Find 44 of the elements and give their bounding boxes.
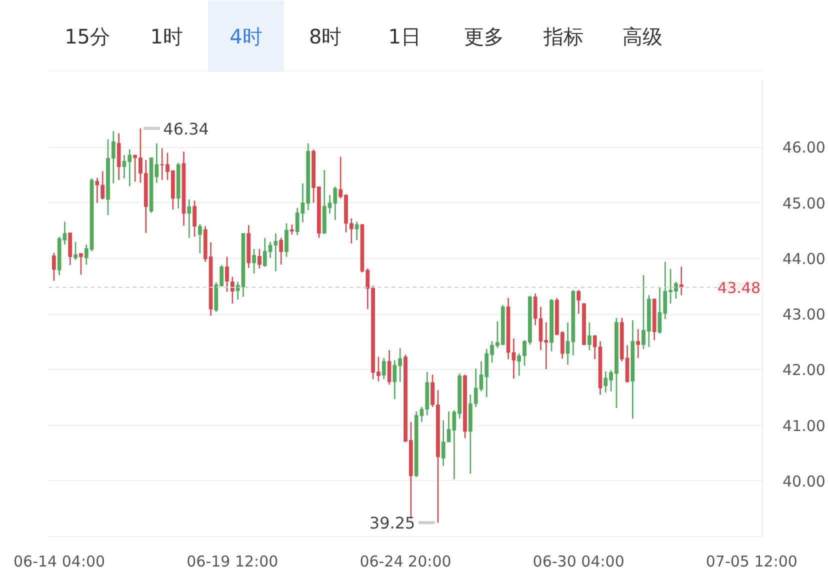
- ref-line-label: 43.48: [718, 278, 761, 297]
- y-tick-label: 42.00: [782, 361, 826, 380]
- candlestick: [252, 248, 256, 274]
- candlestick: [576, 290, 581, 314]
- candlestick: [587, 322, 592, 351]
- candlestick: [225, 256, 229, 292]
- candlestick: [230, 276, 234, 304]
- x-tick-label: 06-14 04:00: [14, 552, 106, 570]
- candlestick: [74, 241, 78, 261]
- text: 1日: [388, 24, 422, 48]
- candlestick: [382, 357, 386, 380]
- candlestick: [79, 252, 83, 276]
- text: 指标: [542, 24, 584, 48]
- x-tick-label: 07-05 12:00: [706, 552, 798, 570]
- candlestick: [290, 224, 294, 236]
- candlestick: [387, 350, 392, 386]
- candlestick: [116, 132, 121, 181]
- candlestick: [52, 252, 56, 282]
- text: 高级: [622, 24, 663, 48]
- y-tick-label: 45.00: [782, 194, 826, 212]
- x-tick-label: 06-19 12:00: [186, 552, 278, 570]
- text: 8时: [308, 24, 342, 48]
- candlestick: [192, 200, 196, 238]
- candlestick: [284, 222, 288, 258]
- y-tick-label: 43.00: [782, 306, 826, 324]
- text: 更多: [464, 24, 504, 48]
- x-tick-label: 06-30 04:00: [532, 552, 624, 570]
- candlestick: [258, 248, 262, 270]
- candlestick: [279, 237, 284, 266]
- text: 4时: [230, 24, 262, 48]
- candlestick: [198, 223, 202, 254]
- text: 15分: [64, 24, 110, 48]
- candlestick: [636, 328, 640, 359]
- text: 1时: [150, 24, 184, 48]
- annotation: 39.25: [369, 514, 416, 533]
- candlestick: [68, 232, 72, 266]
- y-tick-label: 40.00: [782, 472, 826, 490]
- y-tick-label: 44.00: [782, 250, 826, 268]
- candlestick: [354, 221, 359, 241]
- y-tick-label: 46.00: [782, 138, 826, 157]
- x-tick-label: 06-24 20:00: [360, 552, 452, 570]
- candlestick: [187, 198, 192, 239]
- annotation: 46.34: [163, 119, 209, 138]
- y-tick-label: 41.00: [782, 416, 826, 435]
